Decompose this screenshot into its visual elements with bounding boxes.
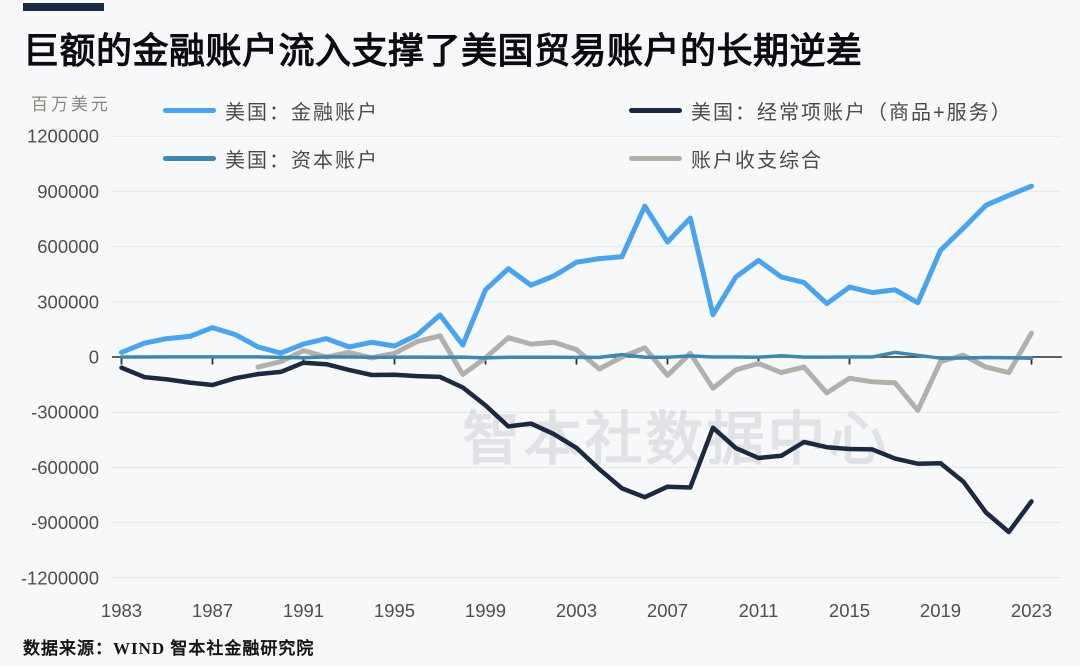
y-axis-label: 0 [89,347,99,368]
x-axis-label: 2003 [556,600,597,621]
series-capital-line [119,350,1034,360]
page-title: 巨额的金融账户流入支撑了美国贸易账户的长期逆差 [23,30,863,71]
x-axis-label: 1995 [374,600,415,621]
legend-label-capital: 美国：资本账户 [225,149,379,172]
legend-item-financial: 美国：金融账户 [163,99,379,124]
legend-item-comprehensive: 账户收支综合 [629,147,823,172]
x-axis-label: 2007 [647,600,688,621]
series-comprehensive-line [255,330,1034,413]
x-axis-label: 1991 [283,600,324,621]
legend-swatch-capital [163,155,216,161]
y-axis-label: -1200000 [21,567,99,588]
y-axis-label: 900000 [37,181,99,202]
y-axis-label: -900000 [31,512,99,533]
x-axis-label: 1983 [101,600,142,621]
legend-swatch-current [629,107,682,113]
legend-item-capital: 美国：资本账户 [163,147,379,172]
x-axis-label: 1999 [465,600,506,621]
legend-label-comprehensive: 账户收支综合 [691,149,823,172]
series-current-line [119,360,1034,535]
legend-swatch-comprehensive [629,155,682,161]
y-axis-unit-label: 百万美元 [31,95,111,114]
watermark-text: 智本社数据中心 [462,407,889,472]
y-axis-label: 600000 [37,236,99,257]
y-axis-label: 300000 [37,291,99,312]
x-axis-label: 1987 [192,600,233,621]
source-note: 数据来源：WIND 智本社金融研究院 [23,639,315,658]
x-axis-label: 2023 [1011,600,1052,621]
title-accent-bar [23,3,104,11]
legend-swatch-financial [163,107,216,113]
x-axis-label: 2015 [829,600,870,621]
x-axis-label: 2011 [739,600,779,621]
y-axis-label: -300000 [31,402,99,423]
series-financial-line [119,183,1034,356]
legend-item-current: 美国：经常项账户（商品+服务） [629,99,1013,124]
y-axis-label: 1200000 [27,126,99,147]
legend-label-current: 美国：经常项账户（商品+服务） [691,101,1013,124]
legend-label-financial: 美国：金融账户 [225,101,379,124]
y-axis-label: -600000 [31,457,99,478]
x-axis-label: 2019 [920,600,961,621]
